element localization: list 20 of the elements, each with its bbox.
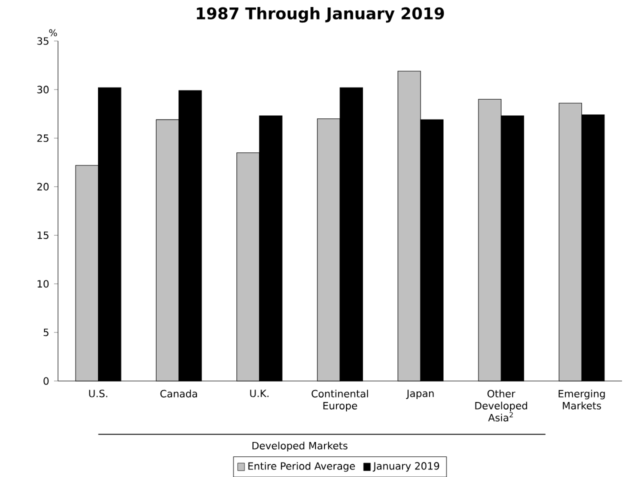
- x-tick-label: U.K.: [250, 390, 268, 398]
- y-tick-label: 15: [38, 232, 48, 239]
- x-tick-label: U.S.: [89, 390, 108, 398]
- y-tick-label: 0: [44, 377, 49, 385]
- legend-label: January 2019: [372, 462, 440, 472]
- x-tick-label: Continental Europe: [312, 390, 368, 412]
- y-tick-label: 5: [44, 328, 48, 336]
- chart-title: 1987 Through January 2019: [196, 7, 444, 23]
- x-tick-label: Other Developed Asia$^{2}$: [475, 390, 528, 422]
- text: Developed Markets: [252, 442, 348, 452]
- y-axis-title: %: [49, 29, 57, 36]
- x-tick-label: Emerging Markets: [558, 390, 605, 410]
- x-tick-label: Japan: [406, 390, 434, 400]
- y-tick-label: 25: [37, 134, 48, 142]
- x-tick-label: Canada: [160, 390, 197, 398]
- y-tick-label: 20: [37, 182, 49, 190]
- y-tick-label: 10: [38, 280, 49, 288]
- legend-label: Entire Period Average: [248, 462, 355, 472]
- y-tick-label: 30: [37, 86, 49, 94]
- y-tick-label: 35: [37, 37, 48, 45]
